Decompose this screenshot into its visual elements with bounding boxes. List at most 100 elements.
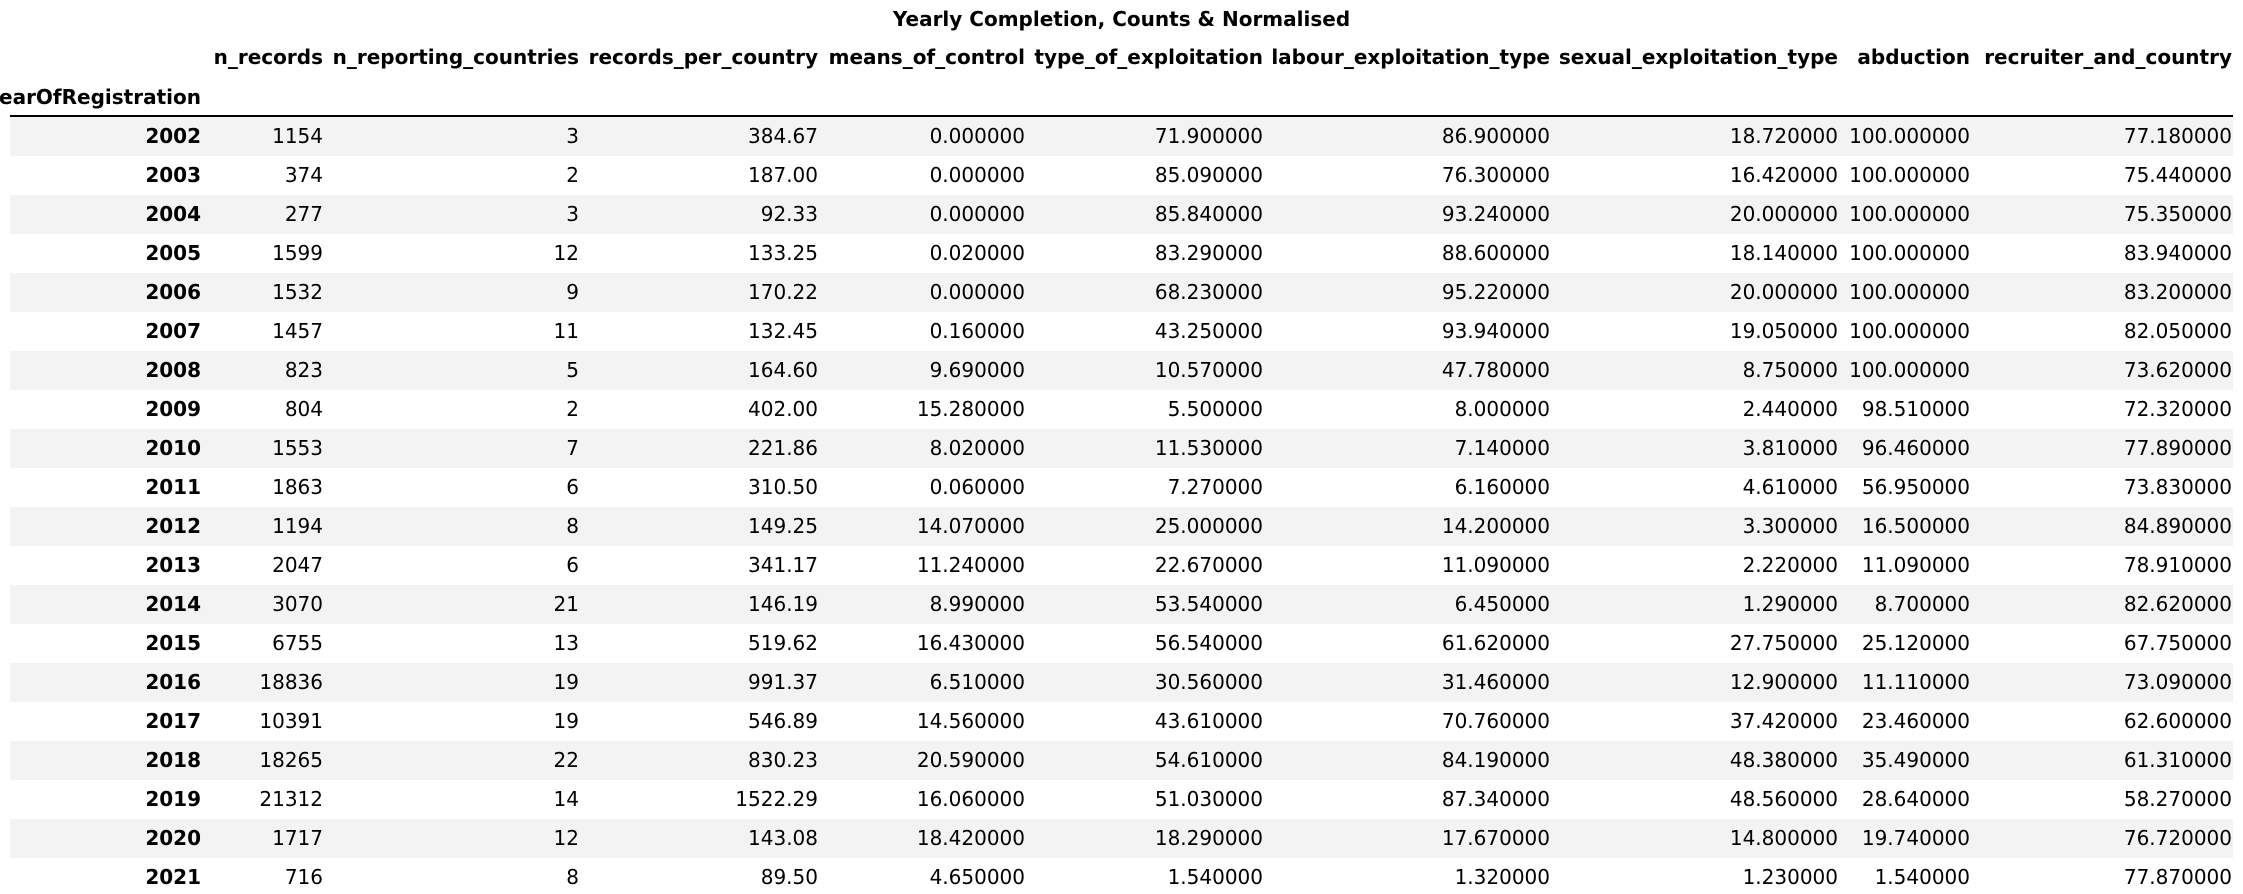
table-cell-sexual-exploitation-type: 8.750000: [1742, 358, 1838, 382]
table-cell-n-records: 1194: [272, 514, 323, 538]
table-cell-labour-exploitation-type: 31.460000: [1441, 670, 1550, 694]
table-cell-labour-exploitation-type: 84.190000: [1441, 748, 1550, 772]
table-cell-abduction: 100.000000: [1849, 241, 1970, 265]
table-cell-means-of-control: 16.060000: [916, 787, 1025, 811]
table-cell-labour-exploitation-type: 6.450000: [1454, 592, 1550, 616]
row-index: 2005: [145, 241, 201, 265]
table-cell-sexual-exploitation-type: 3.810000: [1742, 436, 1838, 460]
table-cell-recruiter-and-country: 73.620000: [2123, 358, 2232, 382]
table-cell-n-records: 18265: [259, 748, 323, 772]
table-cell-records-per-country: 92.33: [760, 202, 818, 226]
table-cell-n-reporting-countries: 21: [553, 592, 579, 616]
table-cell-records-per-country: 164.60: [748, 358, 818, 382]
table-cell-abduction: 28.640000: [1861, 787, 1970, 811]
table-cell-sexual-exploitation-type: 48.380000: [1729, 748, 1838, 772]
column-header-abduction: abduction: [1857, 45, 1970, 69]
table-cell-abduction: 100.000000: [1849, 202, 1970, 226]
table-cell-n-reporting-countries: 8: [566, 865, 579, 889]
table-cell-n-records: 374: [284, 163, 323, 187]
table-cell-abduction: 11.110000: [1861, 670, 1970, 694]
table-cell-sexual-exploitation-type: 2.440000: [1742, 397, 1838, 421]
table-cell-abduction: 100.000000: [1849, 319, 1970, 343]
column-header-records-per-country: records_per_country: [588, 45, 818, 69]
table-cell-records-per-country: 1522.29: [735, 787, 818, 811]
table-cell-sexual-exploitation-type: 27.750000: [1729, 631, 1838, 655]
row-stripe: [10, 195, 2233, 234]
column-header-recruiter-and-country: recruiter_and_country: [1984, 45, 2232, 69]
table-cell-n-reporting-countries: 6: [566, 553, 579, 577]
row-index: 2007: [145, 319, 201, 343]
table-cell-labour-exploitation-type: 47.780000: [1441, 358, 1550, 382]
table-cell-n-reporting-countries: 13: [553, 631, 579, 655]
table-cell-sexual-exploitation-type: 37.420000: [1729, 709, 1838, 733]
table-cell-n-records: 1154: [272, 124, 323, 148]
table-cell-n-records: 1863: [272, 475, 323, 499]
table-cell-n-records: 21312: [259, 787, 323, 811]
row-stripe: [10, 273, 2233, 312]
row-index: 2014: [145, 592, 201, 616]
table-cell-labour-exploitation-type: 76.300000: [1441, 163, 1550, 187]
table-cell-n-reporting-countries: 8: [566, 514, 579, 538]
table-cell-type-of-exploitation: 18.290000: [1154, 826, 1263, 850]
table-cell-sexual-exploitation-type: 4.610000: [1742, 475, 1838, 499]
table-cell-abduction: 35.490000: [1861, 748, 1970, 772]
table-cell-records-per-country: 89.50: [760, 865, 818, 889]
table-cell-labour-exploitation-type: 93.240000: [1441, 202, 1550, 226]
table-cell-n-records: 10391: [259, 709, 323, 733]
table-cell-abduction: 19.740000: [1861, 826, 1970, 850]
table-cell-recruiter-and-country: 77.890000: [2123, 436, 2232, 460]
table-cell-abduction: 25.120000: [1861, 631, 1970, 655]
table-cell-type-of-exploitation: 11.530000: [1154, 436, 1263, 460]
table-cell-type-of-exploitation: 71.900000: [1154, 124, 1263, 148]
row-index: 2019: [145, 787, 201, 811]
table-cell-sexual-exploitation-type: 20.000000: [1729, 280, 1838, 304]
table-cell-type-of-exploitation: 30.560000: [1154, 670, 1263, 694]
row-stripe: [10, 117, 2233, 156]
table-cell-records-per-country: 519.62: [748, 631, 818, 655]
table-cell-labour-exploitation-type: 87.340000: [1441, 787, 1550, 811]
row-stripe: [10, 585, 2233, 624]
table-cell-sexual-exploitation-type: 20.000000: [1729, 202, 1838, 226]
row-index: 2003: [145, 163, 201, 187]
table-cell-recruiter-and-country: 78.910000: [2123, 553, 2232, 577]
table-cell-n-reporting-countries: 14: [553, 787, 579, 811]
table-cell-recruiter-and-country: 75.350000: [2123, 202, 2232, 226]
table-cell-means-of-control: 9.690000: [929, 358, 1025, 382]
table-cell-means-of-control: 0.060000: [929, 475, 1025, 499]
row-stripe: [10, 741, 2233, 780]
row-stripe: [10, 429, 2233, 468]
table-cell-n-records: 1532: [272, 280, 323, 304]
table-cell-abduction: 100.000000: [1849, 163, 1970, 187]
table-cell-recruiter-and-country: 73.090000: [2123, 670, 2232, 694]
table-cell-type-of-exploitation: 85.840000: [1154, 202, 1263, 226]
table-cell-recruiter-and-country: 67.750000: [2123, 631, 2232, 655]
table-cell-records-per-country: 341.17: [748, 553, 818, 577]
table-cell-n-records: 716: [284, 865, 323, 889]
table-cell-abduction: 96.460000: [1861, 436, 1970, 460]
table-cell-recruiter-and-country: 75.440000: [2123, 163, 2232, 187]
table-cell-means-of-control: 15.280000: [916, 397, 1025, 421]
table-cell-records-per-country: 149.25: [748, 514, 818, 538]
table-cell-records-per-country: 132.45: [748, 319, 818, 343]
table-cell-type-of-exploitation: 53.540000: [1154, 592, 1263, 616]
table-cell-abduction: 1.540000: [1874, 865, 1970, 889]
table-cell-means-of-control: 20.590000: [916, 748, 1025, 772]
table-cell-n-records: 823: [284, 358, 323, 382]
table-cell-recruiter-and-country: 76.720000: [2123, 826, 2232, 850]
table-cell-labour-exploitation-type: 17.670000: [1441, 826, 1550, 850]
row-index: 2018: [145, 748, 201, 772]
table-cell-recruiter-and-country: 73.830000: [2123, 475, 2232, 499]
table-cell-records-per-country: 221.86: [748, 436, 818, 460]
index-name-header: yearOfRegistration: [0, 85, 201, 109]
table-cell-type-of-exploitation: 43.610000: [1154, 709, 1263, 733]
column-header-sexual-exploitation-type: sexual_exploitation_type: [1558, 45, 1838, 69]
table-cell-labour-exploitation-type: 11.090000: [1441, 553, 1550, 577]
table-cell-labour-exploitation-type: 7.140000: [1454, 436, 1550, 460]
table-cell-n-records: 1717: [272, 826, 323, 850]
column-header-n-reporting-countries: n_reporting_countries: [332, 45, 579, 69]
table-cell-labour-exploitation-type: 70.760000: [1441, 709, 1550, 733]
table-cell-n-reporting-countries: 9: [566, 280, 579, 304]
table-cell-abduction: 100.000000: [1849, 358, 1970, 382]
row-index: 2006: [145, 280, 201, 304]
table-cell-sexual-exploitation-type: 2.220000: [1742, 553, 1838, 577]
